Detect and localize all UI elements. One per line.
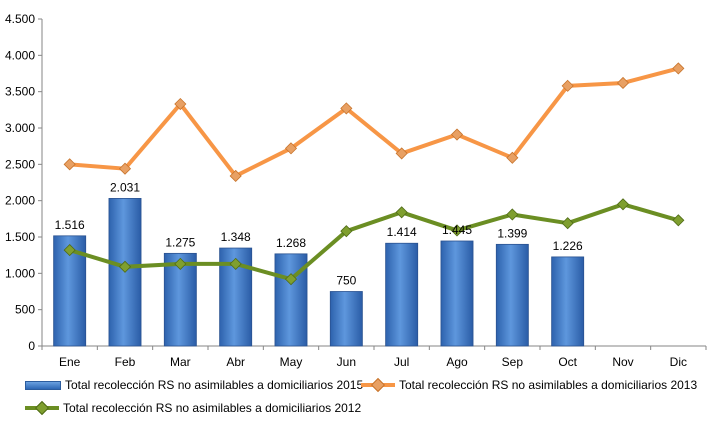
- legend: Total recolección RS no asimilables a do…: [0, 372, 712, 430]
- legend-label-2012: Total recolección RS no asimilables a do…: [63, 401, 362, 415]
- x-tick-label: May: [280, 355, 303, 369]
- bar-data-label: 1.226: [553, 239, 583, 253]
- bar-2015: [329, 291, 363, 347]
- x-tick-label: Nov: [612, 355, 633, 369]
- y-tick-label: 500: [15, 303, 35, 317]
- point-2012: [174, 257, 187, 270]
- y-tick-label: 2.000: [5, 194, 35, 208]
- point-2013: [229, 169, 242, 183]
- point-2012: [340, 225, 353, 238]
- point-2012: [395, 206, 408, 219]
- legend-swatch-line-2012: [25, 400, 59, 416]
- y-tick-label: 1.500: [5, 230, 35, 244]
- legend-label-2013: Total recolección RS no asimilables a do…: [399, 378, 698, 392]
- point-2013: [450, 128, 464, 141]
- series-line-2013: [67, 66, 681, 178]
- legend-label-2015: Total recolección RS no asimilables a do…: [65, 378, 364, 392]
- y-tick-label: 4.500: [5, 12, 35, 26]
- x-tick-label: Feb: [115, 355, 136, 369]
- point-2013: [672, 62, 685, 75]
- point-2012: [672, 214, 685, 227]
- point-2013: [284, 142, 298, 155]
- x-tick-label: Jul: [394, 355, 409, 369]
- bar-data-label: 1.414: [387, 225, 417, 239]
- x-tick-label: Mar: [170, 355, 191, 369]
- x-tick-label: Sep: [502, 355, 524, 369]
- bar-data-label: 750: [336, 274, 356, 288]
- bar-2015: [495, 243, 529, 347]
- legend-swatch-line-2013: [361, 377, 395, 393]
- series-line-2012: [67, 202, 681, 282]
- point-2013: [616, 76, 630, 90]
- legend-item-2013: Total recolección RS no asimilables a do…: [361, 377, 698, 393]
- bar-data-label: 1.399: [497, 226, 527, 240]
- legend-item-2015: Total recolección RS no asimilables a do…: [25, 378, 363, 392]
- x-tick-label: Abr: [226, 355, 245, 369]
- x-tick-label: Oct: [558, 355, 577, 369]
- x-tick-label: Ene: [59, 355, 81, 369]
- legend-item-2012: Total recolección RS no asimilables a do…: [25, 400, 362, 416]
- bar-2015: [385, 242, 419, 347]
- point-2013: [118, 162, 132, 175]
- bar-2015: [440, 240, 474, 347]
- point-2012: [284, 273, 298, 286]
- bar-series-2015: [53, 198, 585, 347]
- x-tick-label: Ago: [446, 355, 468, 369]
- y-tick-label: 2.500: [5, 157, 35, 171]
- bar-2015: [551, 256, 585, 347]
- y-tick-label: 3.000: [5, 121, 35, 135]
- line-series: [63, 62, 685, 286]
- point-2012: [506, 208, 519, 221]
- point-2012: [450, 224, 464, 237]
- bar-data-label: 1.445: [442, 223, 472, 237]
- point-2013: [561, 79, 574, 92]
- point-2013: [174, 97, 187, 111]
- bar-data-label: 1.275: [165, 235, 195, 249]
- y-tick-label: 0: [28, 339, 35, 353]
- legend-swatch-bar: [25, 380, 61, 390]
- point-2012: [616, 198, 630, 211]
- data-labels: 1.516 2.031 1.275 1.348 1.268 750 1.414 1.445 1.…: [55, 180, 583, 287]
- bar-data-label: 1.516: [55, 218, 85, 232]
- bar-data-label: 2.031: [110, 180, 140, 194]
- point-2012: [63, 244, 76, 257]
- point-2013: [395, 147, 408, 160]
- bar-data-label: 1.348: [221, 230, 251, 244]
- bar-data-label: 1.268: [276, 236, 306, 250]
- y-tick-label: 4.000: [5, 48, 35, 62]
- point-2012: [561, 217, 574, 230]
- point-2012: [118, 260, 132, 273]
- y-tick-label: 3.500: [5, 85, 35, 99]
- x-tick-label: Jun: [337, 355, 356, 369]
- point-2013: [63, 158, 76, 171]
- y-tick-label: 1.000: [5, 266, 35, 280]
- point-2012: [229, 257, 242, 270]
- point-2013: [340, 102, 353, 115]
- axes: 0 500 1.000 1.500 2.000 2.500 3.000 3.500 4.000 4…: [5, 12, 707, 369]
- point-2013: [506, 151, 519, 164]
- x-tick-label: Dic: [670, 355, 687, 369]
